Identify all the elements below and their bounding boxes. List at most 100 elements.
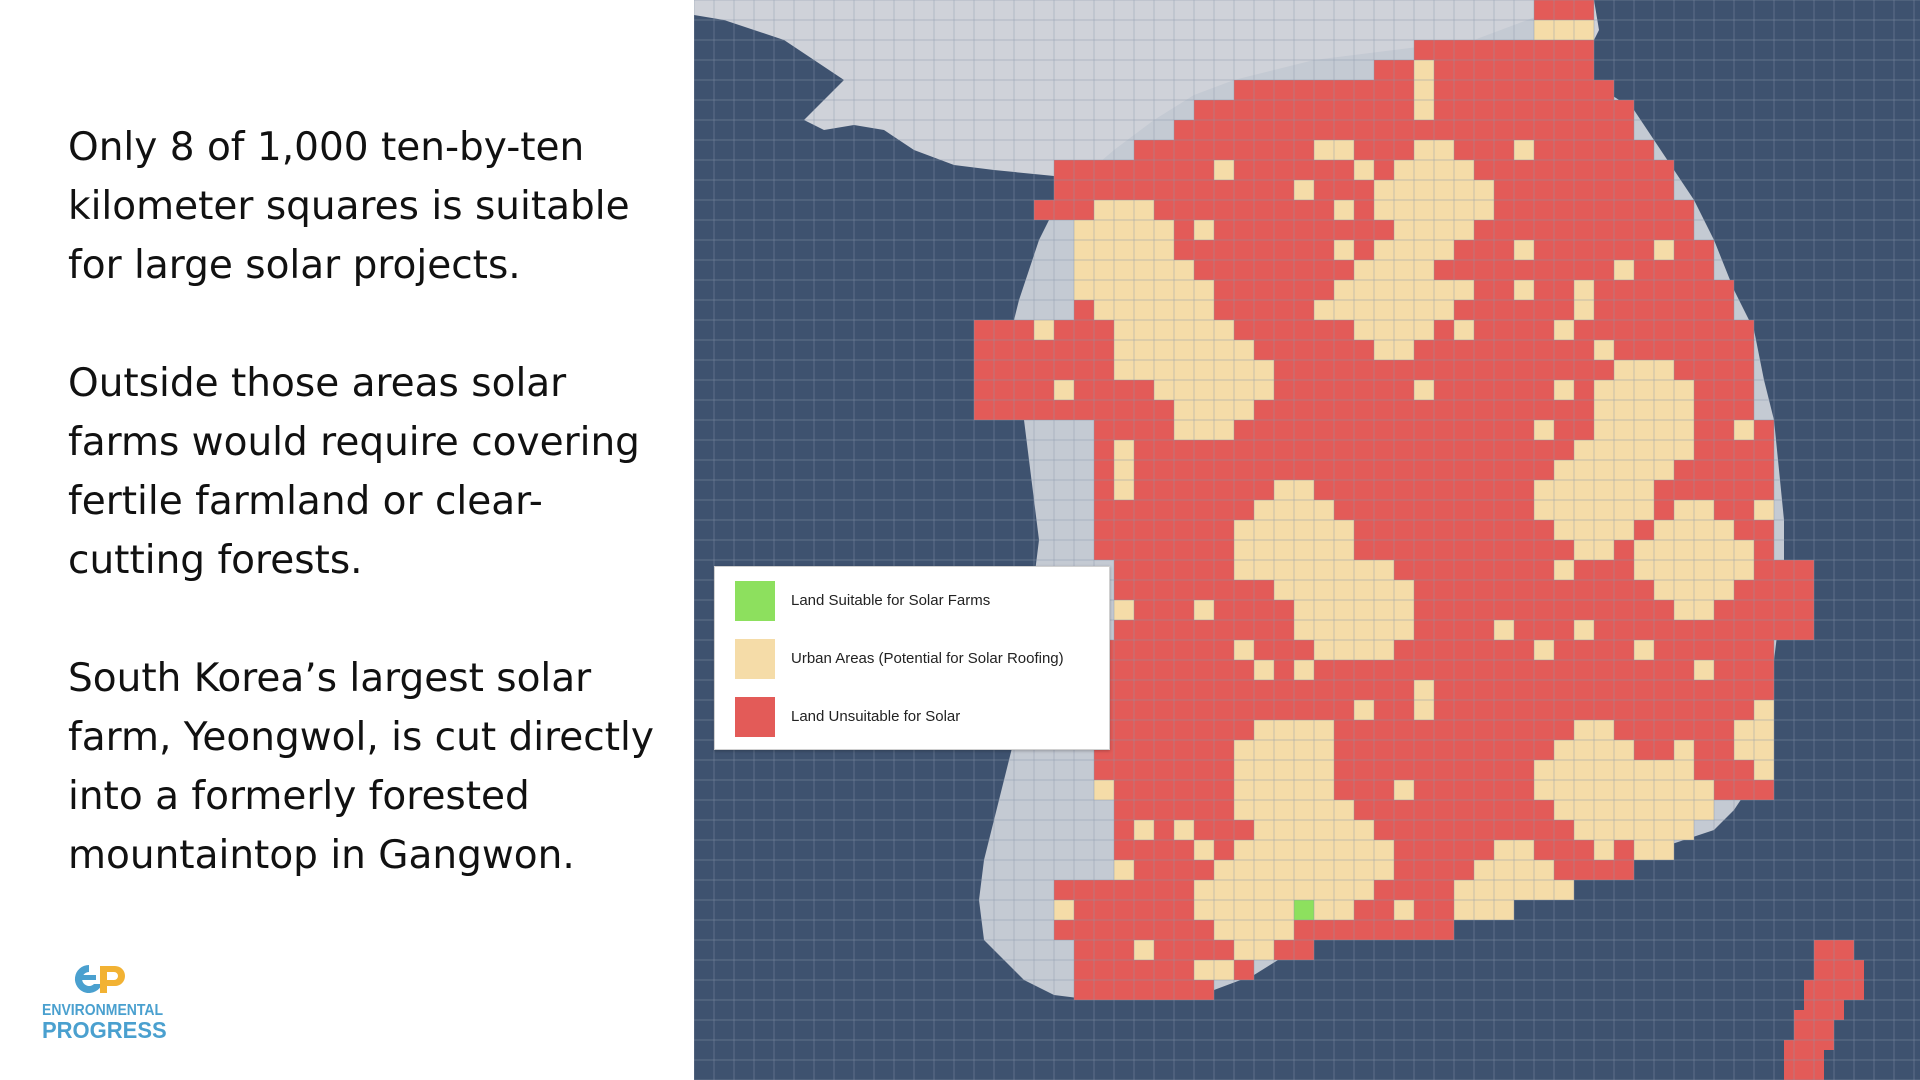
unsuitable-cell: [1294, 240, 1314, 260]
unsuitable-cell: [1674, 240, 1694, 260]
urban-cell: [1234, 740, 1254, 760]
unsuitable-cell: [1134, 840, 1154, 860]
unsuitable-cell: [1114, 680, 1134, 700]
unsuitable-cell: [1254, 340, 1274, 360]
unsuitable-cell: [1214, 100, 1234, 120]
unsuitable-cell: [1594, 680, 1614, 700]
unsuitable-cell: [1794, 600, 1814, 620]
urban-cell: [1674, 500, 1694, 520]
unsuitable-cell: [1074, 880, 1094, 900]
urban-cell: [1554, 520, 1574, 540]
urban-cell: [1614, 400, 1634, 420]
unsuitable-cell: [1734, 780, 1754, 800]
unsuitable-cell: [1374, 120, 1394, 140]
suitable-cell: [1294, 900, 1314, 920]
paragraph-suitable-squares: Only 8 of 1,000 ten-by-ten kilometer squ…: [68, 118, 668, 295]
urban-cell: [1574, 740, 1594, 760]
unsuitable-cell: [1054, 340, 1074, 360]
urban-cell: [1194, 600, 1214, 620]
unsuitable-cell: [1714, 760, 1734, 780]
unsuitable-cell: [1274, 680, 1294, 700]
unsuitable-cell: [1694, 620, 1714, 640]
urban-cell: [1234, 360, 1254, 380]
unsuitable-cell: [1154, 760, 1174, 780]
unsuitable-cell: [1474, 220, 1494, 240]
urban-cell: [1474, 200, 1494, 220]
unsuitable-cell: [1114, 800, 1134, 820]
unsuitable-cell: [1594, 660, 1614, 680]
unsuitable-cell: [1574, 200, 1594, 220]
unsuitable-cell: [1454, 400, 1474, 420]
unsuitable-cell: [1414, 600, 1434, 620]
text-line: South Korea’s largest solar: [68, 656, 592, 701]
unsuitable-cell: [1154, 840, 1174, 860]
unsuitable-cell: [1154, 560, 1174, 580]
urban-cell: [1294, 540, 1314, 560]
urban-cell: [1354, 640, 1374, 660]
unsuitable-cell: [974, 400, 994, 420]
urban-cell: [1594, 840, 1614, 860]
unsuitable-cell: [1494, 400, 1514, 420]
solar-suitability-map: [694, 0, 1920, 1080]
unsuitable-cell: [1494, 820, 1514, 840]
unsuitable-cell: [1254, 600, 1274, 620]
urban-cell: [1374, 300, 1394, 320]
unsuitable-cell: [1154, 460, 1174, 480]
urban-cell: [1294, 520, 1314, 540]
urban-cell: [1154, 280, 1174, 300]
text-line: for large solar projects.: [68, 243, 521, 288]
urban-cell: [1574, 520, 1594, 540]
unsuitable-cell: [1154, 400, 1174, 420]
urban-cell: [1654, 460, 1674, 480]
unsuitable-cell: [1714, 360, 1734, 380]
unsuitable-cell: [1354, 920, 1374, 940]
unsuitable-cell: [1414, 540, 1434, 560]
unsuitable-cell: [1534, 360, 1554, 380]
urban-cell: [1174, 400, 1194, 420]
unsuitable-cell: [1294, 400, 1314, 420]
urban-cell: [1314, 840, 1334, 860]
unsuitable-cell: [1594, 280, 1614, 300]
unsuitable-cell: [1314, 80, 1334, 100]
unsuitable-cell: [1474, 520, 1494, 540]
urban-cell: [1214, 900, 1234, 920]
unsuitable-cell: [1674, 300, 1694, 320]
unsuitable-cell: [1374, 820, 1394, 840]
unsuitable-cell: [1374, 780, 1394, 800]
unsuitable-cell: [1334, 680, 1354, 700]
unsuitable-cell: [1094, 540, 1114, 560]
unsuitable-cell: [1774, 580, 1794, 600]
urban-cell: [1574, 500, 1594, 520]
urban-cell: [1534, 640, 1554, 660]
urban-cell: [1654, 540, 1674, 560]
urban-cell: [1214, 860, 1234, 880]
unsuitable-cell: [1374, 80, 1394, 100]
urban-cell: [1114, 340, 1134, 360]
unsuitable-cell: [1694, 360, 1714, 380]
unsuitable-cell: [1594, 600, 1614, 620]
unsuitable-cell: [1234, 220, 1254, 240]
unsuitable-cell: [1674, 360, 1694, 380]
unsuitable-cell: [1554, 840, 1574, 860]
urban-cell: [1314, 780, 1334, 800]
unsuitable-cell: [1774, 560, 1794, 580]
unsuitable-cell: [1634, 580, 1654, 600]
unsuitable-cell: [1534, 80, 1554, 100]
urban-cell: [1654, 780, 1674, 800]
urban-cell: [1734, 720, 1754, 740]
unsuitable-cell: [1434, 120, 1454, 140]
urban-cell: [1214, 960, 1234, 980]
urban-cell: [1454, 880, 1474, 900]
unsuitable-cell: [1294, 340, 1314, 360]
unsuitable-cell: [1234, 620, 1254, 640]
urban-cell: [1354, 820, 1374, 840]
urban-cell: [1374, 340, 1394, 360]
unsuitable-cell: [1194, 580, 1214, 600]
unsuitable-cell: [1554, 860, 1574, 880]
urban-cell: [1454, 200, 1474, 220]
unsuitable-cell: [1174, 620, 1194, 640]
unsuitable-cell: [1614, 680, 1634, 700]
unsuitable-cell: [1574, 260, 1594, 280]
unsuitable-cell: [1034, 200, 1054, 220]
urban-cell: [1254, 660, 1274, 680]
